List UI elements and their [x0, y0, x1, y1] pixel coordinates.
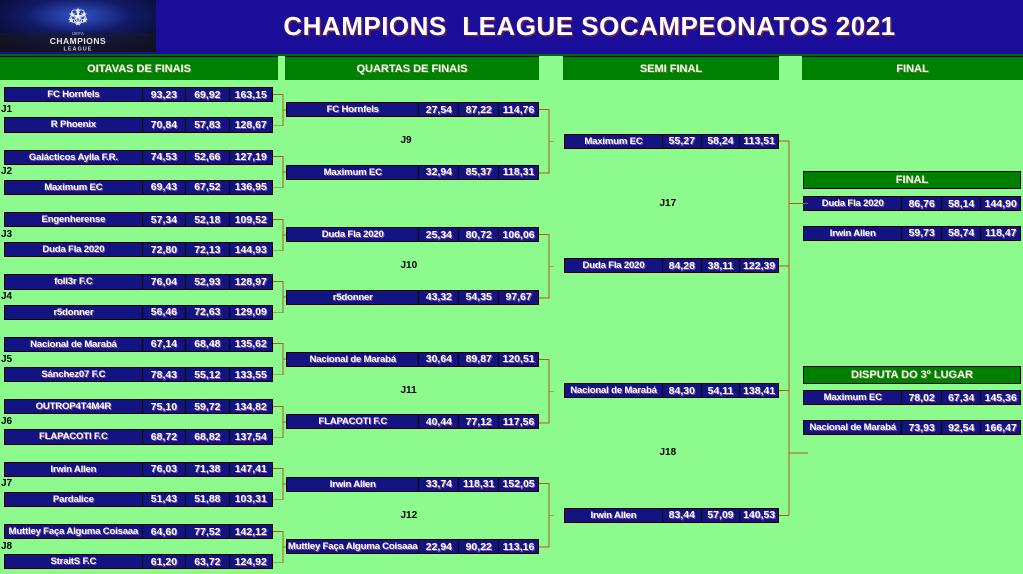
- svg-text:LEAGUE: LEAGUE: [64, 47, 93, 53]
- svg-text:CHAMPIONS: CHAMPIONS: [50, 36, 106, 46]
